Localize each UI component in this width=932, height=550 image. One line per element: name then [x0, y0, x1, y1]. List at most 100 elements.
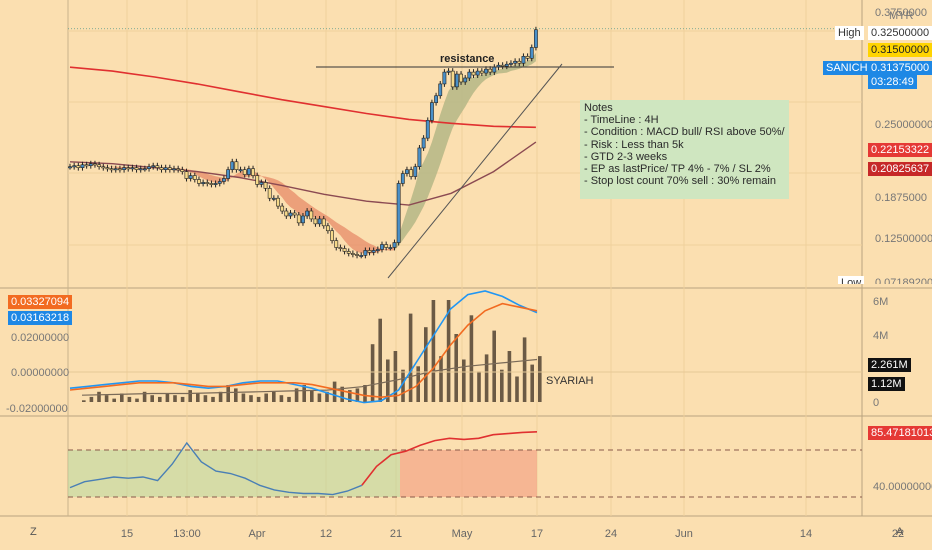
candle-body	[93, 163, 97, 166]
candle-body	[138, 168, 143, 171]
candle-body	[184, 171, 189, 179]
candle-body	[147, 166, 151, 169]
volume-bar	[218, 391, 223, 402]
candle-body	[76, 165, 81, 168]
time-tick-label: 22	[892, 528, 904, 540]
candle-body	[350, 253, 355, 255]
macd-tick: -0.02000000	[6, 403, 68, 415]
volume-tick: 0	[873, 397, 880, 409]
volume-bar	[469, 315, 474, 402]
volume-bar	[522, 337, 527, 402]
candle-body	[222, 178, 226, 182]
volume-bar	[279, 395, 284, 402]
rsi-badge: 85.47181013	[868, 426, 932, 440]
candle-body	[392, 242, 397, 248]
candle-body	[380, 244, 384, 250]
candle-body	[346, 251, 351, 254]
candle-body	[126, 167, 131, 170]
time-tick-label: 15	[121, 528, 133, 540]
high-value: 0.32500000	[868, 26, 932, 40]
volume-bar	[317, 393, 322, 402]
volume-bar	[378, 318, 382, 402]
candle-body	[130, 167, 135, 170]
note-line: - GTD 2-3 weeks	[584, 150, 668, 163]
price-tick: 0.25000000	[875, 119, 932, 131]
candle-body	[509, 62, 513, 65]
volume-bar	[256, 396, 261, 402]
candle-body	[226, 169, 230, 179]
candle-body	[163, 167, 168, 170]
rsi-band-neutral	[68, 450, 400, 497]
notes-box[interactable]: Notes - TimeLine : 4H - Condition : MACD…	[580, 100, 789, 199]
candle-body	[246, 168, 251, 175]
time-tick-label: Apr	[248, 528, 265, 540]
candle-body	[197, 179, 201, 184]
candle-body	[151, 165, 156, 168]
candle-body	[338, 247, 343, 249]
time-tick-label: 24	[605, 528, 617, 540]
volume-bar	[500, 369, 504, 402]
candle-body	[267, 188, 272, 199]
candle-body	[217, 181, 222, 184]
candle-body	[513, 60, 518, 64]
auto-scale-button[interactable]: A	[896, 526, 904, 538]
volume-bar	[393, 351, 398, 402]
volume-bar	[302, 385, 306, 402]
candle-body	[180, 169, 185, 172]
volume-bar	[272, 391, 276, 402]
volume-bar	[97, 391, 101, 402]
candle-body	[434, 95, 438, 103]
candle-body	[167, 167, 172, 170]
candle-body	[521, 56, 526, 64]
volume-bar	[158, 396, 162, 402]
volume-bar	[363, 385, 367, 402]
candle-body	[234, 161, 239, 170]
time-tick-label: 21	[390, 528, 402, 540]
candle-body	[271, 197, 276, 200]
volume-ma-line	[81, 358, 538, 396]
note-line: - Condition : MACD bull/ RSI above 50%/	[584, 126, 785, 139]
zoom-button[interactable]: Z	[30, 526, 37, 538]
volume-bar	[507, 351, 512, 402]
volume-bar	[234, 388, 238, 402]
notes-title: Notes	[584, 102, 613, 114]
volume-bar	[264, 393, 268, 402]
candle-body	[400, 173, 405, 184]
candle-body	[471, 71, 476, 76]
candle-body	[534, 29, 538, 48]
candle-body	[446, 70, 451, 73]
candle-body	[238, 169, 243, 172]
time-tick-label: 13:00	[173, 528, 201, 540]
candle-body	[251, 168, 255, 176]
resistance-label: resistance	[440, 53, 495, 65]
volume-bar	[82, 400, 86, 402]
candle-body	[430, 102, 434, 121]
volume-bar	[241, 393, 246, 402]
ema-red-badge: 0.22153322	[868, 143, 932, 157]
volume-bar	[112, 398, 116, 402]
volume-bar	[408, 313, 413, 402]
macd-line	[69, 290, 538, 404]
candle-body	[155, 165, 160, 168]
volume-bar	[89, 396, 94, 402]
last-price-badge: 0.31375000	[868, 61, 932, 75]
volume-bar	[484, 354, 489, 402]
candle-body	[201, 182, 206, 184]
candle-body	[113, 168, 118, 171]
rsi-tick: 40.00000000	[873, 481, 932, 493]
candle-body	[438, 83, 443, 97]
candle-body	[88, 163, 93, 167]
candle-body	[375, 249, 380, 251]
macd-tick: 0.00000000	[11, 367, 70, 379]
volume-bar	[370, 344, 375, 402]
volume-bar	[492, 330, 496, 402]
candle-body	[188, 175, 193, 179]
volume-bar	[104, 395, 109, 402]
candle-body	[276, 197, 280, 207]
volume-bar	[203, 395, 208, 402]
candle-body	[475, 70, 480, 76]
candle-body	[442, 71, 447, 85]
candle-body	[421, 137, 426, 149]
candle-body	[313, 218, 318, 225]
